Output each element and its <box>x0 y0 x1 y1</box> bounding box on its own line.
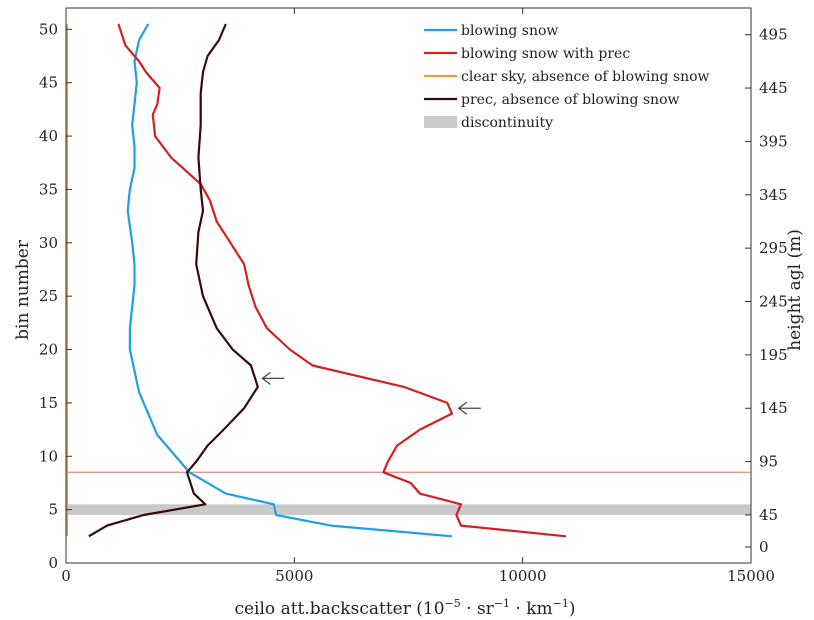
y2-tick-label: 45 <box>759 506 778 524</box>
y2-tick-label: 295 <box>759 239 788 257</box>
y-tick-label: 20 <box>39 341 58 359</box>
axes-frame <box>65 7 752 564</box>
discontinuity-band <box>66 504 751 515</box>
legend: blowing snow blowing snow with prec clear … <box>424 23 710 131</box>
arrow-head <box>261 371 271 385</box>
y2-tick-label: 345 <box>759 186 788 204</box>
y2-tick-label: 495 <box>759 26 788 44</box>
y2-axis-ticks: 0 45 95 145 195 245 295 345 395 445 495 <box>745 26 788 556</box>
y-axis-ticks: 0 5 10 15 20 25 30 35 40 45 50 <box>39 20 72 572</box>
series-line-2 <box>117 23 567 538</box>
y-tick-label: 45 <box>39 74 58 92</box>
legend-swatch <box>424 116 457 128</box>
y-tick-label: 0 <box>48 554 58 572</box>
y-tick-label: 5 <box>48 501 58 519</box>
y2-tick-label: 395 <box>759 132 788 150</box>
y2-tick-label: 195 <box>759 346 788 364</box>
y-tick-label: 10 <box>39 447 58 465</box>
y-tick-label: 40 <box>39 127 58 145</box>
plot-area <box>65 23 751 538</box>
y-tick-label: 25 <box>39 287 58 305</box>
y-tick-label: 30 <box>39 234 58 252</box>
y2-tick-label: 95 <box>759 453 778 471</box>
x-axis-title: ceilo att.backscatter (10−5 · sr−1 · km−… <box>234 597 575 619</box>
legend-label: clear sky, absence of blowing snow <box>461 69 710 85</box>
arrow-marker-1 <box>261 371 285 385</box>
legend-label: blowing snow <box>461 23 558 39</box>
arrow-head <box>457 401 468 415</box>
x-axis-ticks: 0 5000 10000 15000 <box>61 8 775 585</box>
y2-tick-label: 245 <box>759 293 788 311</box>
series-line-4 <box>88 23 259 538</box>
y2-axis-title: height agl (m) <box>785 229 805 351</box>
y-axis-title: bin number <box>13 239 33 340</box>
x-tick-label: 0 <box>61 567 71 585</box>
y2-tick-label: 145 <box>759 399 788 417</box>
legend-label: blowing snow with prec <box>461 46 630 62</box>
y-tick-label: 50 <box>39 20 58 38</box>
legend-label: discontinuity <box>461 115 553 131</box>
y-tick-label: 35 <box>39 180 58 198</box>
y2-tick-label: 0 <box>759 538 769 556</box>
y2-tick-label: 445 <box>759 79 788 97</box>
x-tick-label: 10000 <box>499 567 547 585</box>
legend-label: prec, absence of blowing snow <box>461 92 680 108</box>
y-tick-label: 15 <box>39 394 58 412</box>
x-tick-label: 5000 <box>275 567 313 585</box>
x-tick-label: 15000 <box>727 567 775 585</box>
series-line-1 <box>126 23 452 538</box>
arrow-marker-2 <box>457 401 481 415</box>
